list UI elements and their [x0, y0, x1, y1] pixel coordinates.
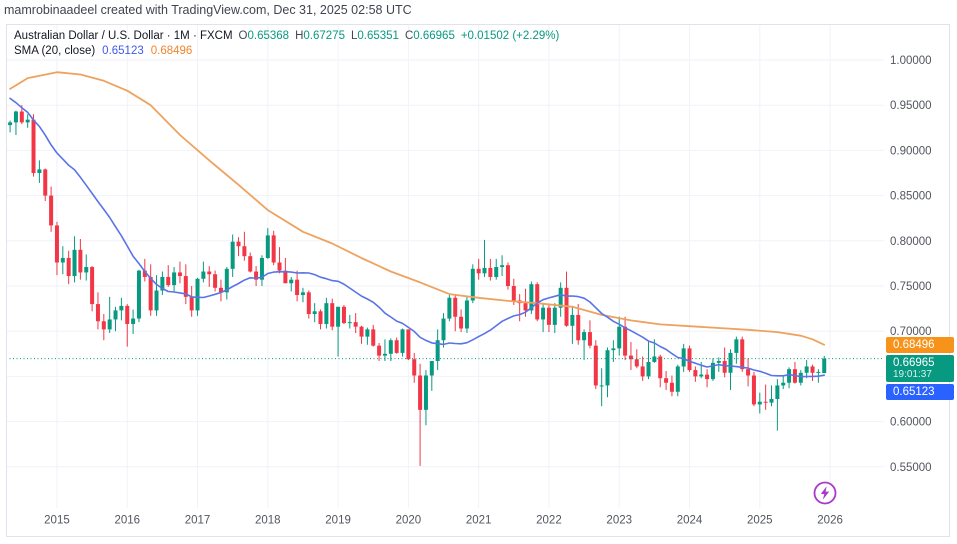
watermark-attribution: mamrobinaadeel created with TradingView.… [4, 3, 412, 17]
svg-text:0.85000: 0.85000 [890, 191, 932, 203]
low-letter: L [350, 30, 358, 42]
open-value: 0.65368 [247, 30, 290, 42]
svg-text:2024: 2024 [677, 515, 703, 527]
chart-legend: Australian Dollar / U.S. Dollar · 1M · F… [14, 29, 559, 59]
low-value: 0.65351 [357, 30, 399, 42]
svg-text:2015: 2015 [44, 515, 70, 527]
svg-text:2020: 2020 [396, 515, 422, 527]
lightning-bolt-icon [813, 481, 837, 505]
svg-text:2021: 2021 [466, 515, 492, 527]
svg-text:2016: 2016 [114, 515, 140, 527]
last-price-axis-label: 0.66965 19:01:37 [886, 355, 954, 382]
svg-text:0.70000: 0.70000 [890, 326, 932, 338]
price-axis[interactable] [884, 24, 950, 508]
svg-text:0.95000: 0.95000 [890, 100, 932, 112]
sma-slow-axis-label: 0.68496 [886, 337, 954, 353]
sma-slow-axis-value: 0.68496 [893, 339, 935, 351]
svg-text:2025: 2025 [747, 515, 773, 527]
sma-fast-axis-label: 0.65123 [886, 384, 954, 400]
indicator-name[interactable]: SMA (20, close) [14, 45, 96, 57]
high-letter: H [295, 30, 304, 42]
svg-text:1.00000: 1.00000 [890, 55, 932, 67]
sma-fast-legend-value: 0.65123 [102, 45, 144, 57]
last-price-value: 0.66965 [893, 356, 935, 369]
boost-button[interactable] [811, 479, 839, 507]
change-value: +0.01502 (+2.29%) [460, 30, 560, 42]
high-value: 0.67275 [303, 30, 345, 42]
svg-text:2023: 2023 [606, 515, 632, 527]
svg-text:2019: 2019 [325, 515, 351, 527]
sma-fast-axis-value: 0.65123 [893, 386, 935, 398]
svg-text:0.90000: 0.90000 [890, 145, 932, 157]
symbol-title[interactable]: Australian Dollar / U.S. Dollar · 1M · F… [14, 30, 233, 42]
sma-slow-legend-value: 0.68496 [150, 45, 193, 57]
svg-text:0.80000: 0.80000 [890, 236, 932, 248]
svg-text:2017: 2017 [185, 515, 211, 527]
svg-text:0.75000: 0.75000 [890, 281, 932, 293]
svg-text:0.60000: 0.60000 [890, 417, 932, 429]
bar-close-countdown: 19:01:37 [893, 368, 932, 380]
svg-text:2018: 2018 [255, 515, 281, 527]
svg-text:2022: 2022 [536, 515, 562, 527]
open-letter: O [238, 30, 248, 42]
time-axis[interactable] [6, 508, 884, 537]
legend-symbol-row: Australian Dollar / U.S. Dollar · 1M · F… [14, 29, 559, 44]
svg-text:0.55000: 0.55000 [890, 462, 932, 474]
close-value: 0.66965 [413, 30, 455, 42]
close-letter: C [404, 30, 414, 42]
legend-indicator-row: SMA (20, close) 0.65123 0.68496 [14, 44, 559, 59]
svg-text:2026: 2026 [817, 515, 843, 527]
